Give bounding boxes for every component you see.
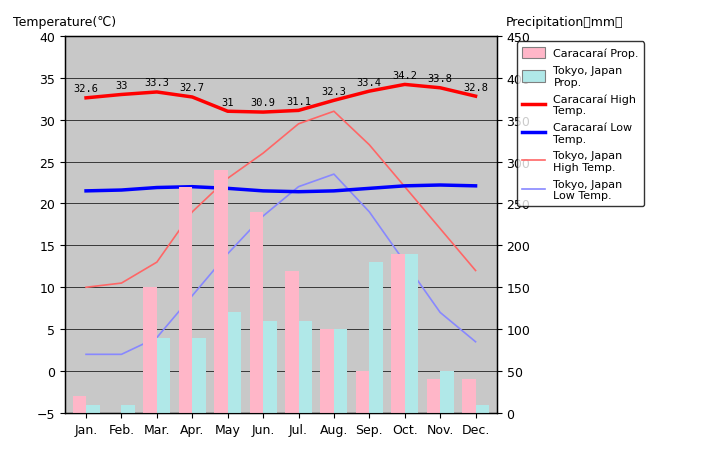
Text: 31: 31 [222,97,234,107]
Bar [440,371,454,413]
Text: 33.8: 33.8 [428,74,453,84]
Bar [263,321,276,413]
Caracaraí Low
Temp. [471,184,480,189]
Text: 32.6: 32.6 [73,84,99,94]
Caracaraí Low
Temp. [436,183,444,188]
Bar [215,171,228,413]
Tokyo, Japan
Low Temp. [436,310,444,315]
Bar [228,313,241,413]
Text: 32.3: 32.3 [321,87,346,96]
Tokyo, Japan
Low Temp. [471,339,480,345]
Tokyo, Japan
High Temp. [82,285,91,291]
Bar [356,371,369,413]
Caracaraí Low
Temp. [400,184,409,189]
Text: 34.2: 34.2 [392,71,417,81]
Caracaraí High
Temp. [223,109,232,115]
Bar [122,405,135,413]
Tokyo, Japan
High Temp. [223,176,232,182]
Text: 32.7: 32.7 [180,83,204,93]
Bar [405,254,418,413]
Caracaraí High
Temp. [471,94,480,100]
Text: Temperature(℃): Temperature(℃) [13,16,116,29]
Tokyo, Japan
Low Temp. [82,352,91,357]
Tokyo, Japan
Low Temp. [330,172,338,178]
Bar [157,338,171,413]
Tokyo, Japan
High Temp. [365,143,374,148]
Caracaraí High
Temp. [330,98,338,104]
Tokyo, Japan
Low Temp. [400,260,409,265]
Text: Precipitation（mm）: Precipitation（mm） [505,16,623,29]
Bar [285,271,299,413]
Legend: Caracaraí Prop., Tokyo, Japan
Prop., Caracaraí High
Temp., Caracaraí Low
Temp., : Caracaraí Prop., Tokyo, Japan Prop., Car… [517,42,644,206]
Line: Tokyo, Japan
Low Temp.: Tokyo, Japan Low Temp. [86,175,475,354]
Bar [334,330,347,413]
Tokyo, Japan
Low Temp. [153,335,161,341]
Tokyo, Japan
High Temp. [294,122,303,127]
Tokyo, Japan
High Temp. [258,151,267,157]
Text: 33: 33 [115,81,127,91]
Caracaraí Low
Temp. [330,189,338,194]
Bar [475,405,489,413]
Bar [427,380,440,413]
Caracaraí High
Temp. [294,108,303,114]
Tokyo, Japan
High Temp. [436,226,444,232]
Caracaraí High
Temp. [400,83,409,88]
Tokyo, Japan
Low Temp. [294,185,303,190]
Text: 33.4: 33.4 [357,78,382,87]
Bar [179,187,192,413]
Line: Caracaraí High
Temp.: Caracaraí High Temp. [86,85,475,113]
Line: Caracaraí Low
Temp.: Caracaraí Low Temp. [86,185,475,192]
Caracaraí High
Temp. [117,93,126,98]
Text: 33.3: 33.3 [145,78,169,88]
Caracaraí Low
Temp. [82,189,91,194]
Caracaraí Low
Temp. [153,185,161,191]
Caracaraí Low
Temp. [188,185,197,190]
Bar [73,397,86,413]
Caracaraí High
Temp. [258,110,267,116]
Bar [86,405,99,413]
Caracaraí High
Temp. [188,95,197,101]
Bar [299,321,312,413]
Bar [391,254,405,413]
Tokyo, Japan
High Temp. [188,210,197,215]
Bar [192,338,206,413]
Caracaraí High
Temp. [82,96,91,101]
Caracaraí Low
Temp. [258,189,267,194]
Tokyo, Japan
High Temp. [117,281,126,286]
Bar [250,213,263,413]
Caracaraí High
Temp. [365,89,374,95]
Caracaraí Low
Temp. [294,190,303,195]
Tokyo, Japan
High Temp. [400,185,409,190]
Caracaraí Low
Temp. [117,188,126,193]
Tokyo, Japan
Low Temp. [188,293,197,299]
Bar [143,288,157,413]
Tokyo, Japan
Low Temp. [258,214,267,219]
Caracaraí Low
Temp. [223,186,232,192]
Bar [320,330,334,413]
Caracaraí High
Temp. [436,86,444,91]
Tokyo, Japan
High Temp. [471,268,480,274]
Tokyo, Japan
Low Temp. [223,252,232,257]
Bar [462,380,475,413]
Bar [369,263,383,413]
Text: 31.1: 31.1 [286,96,311,106]
Caracaraí High
Temp. [153,90,161,95]
Tokyo, Japan
High Temp. [153,260,161,265]
Text: 30.9: 30.9 [251,98,276,108]
Line: Tokyo, Japan
High Temp.: Tokyo, Japan High Temp. [86,112,475,288]
Caracaraí Low
Temp. [365,186,374,192]
Text: 32.8: 32.8 [463,82,488,92]
Tokyo, Japan
High Temp. [330,109,338,115]
Tokyo, Japan
Low Temp. [365,210,374,215]
Tokyo, Japan
Low Temp. [117,352,126,357]
